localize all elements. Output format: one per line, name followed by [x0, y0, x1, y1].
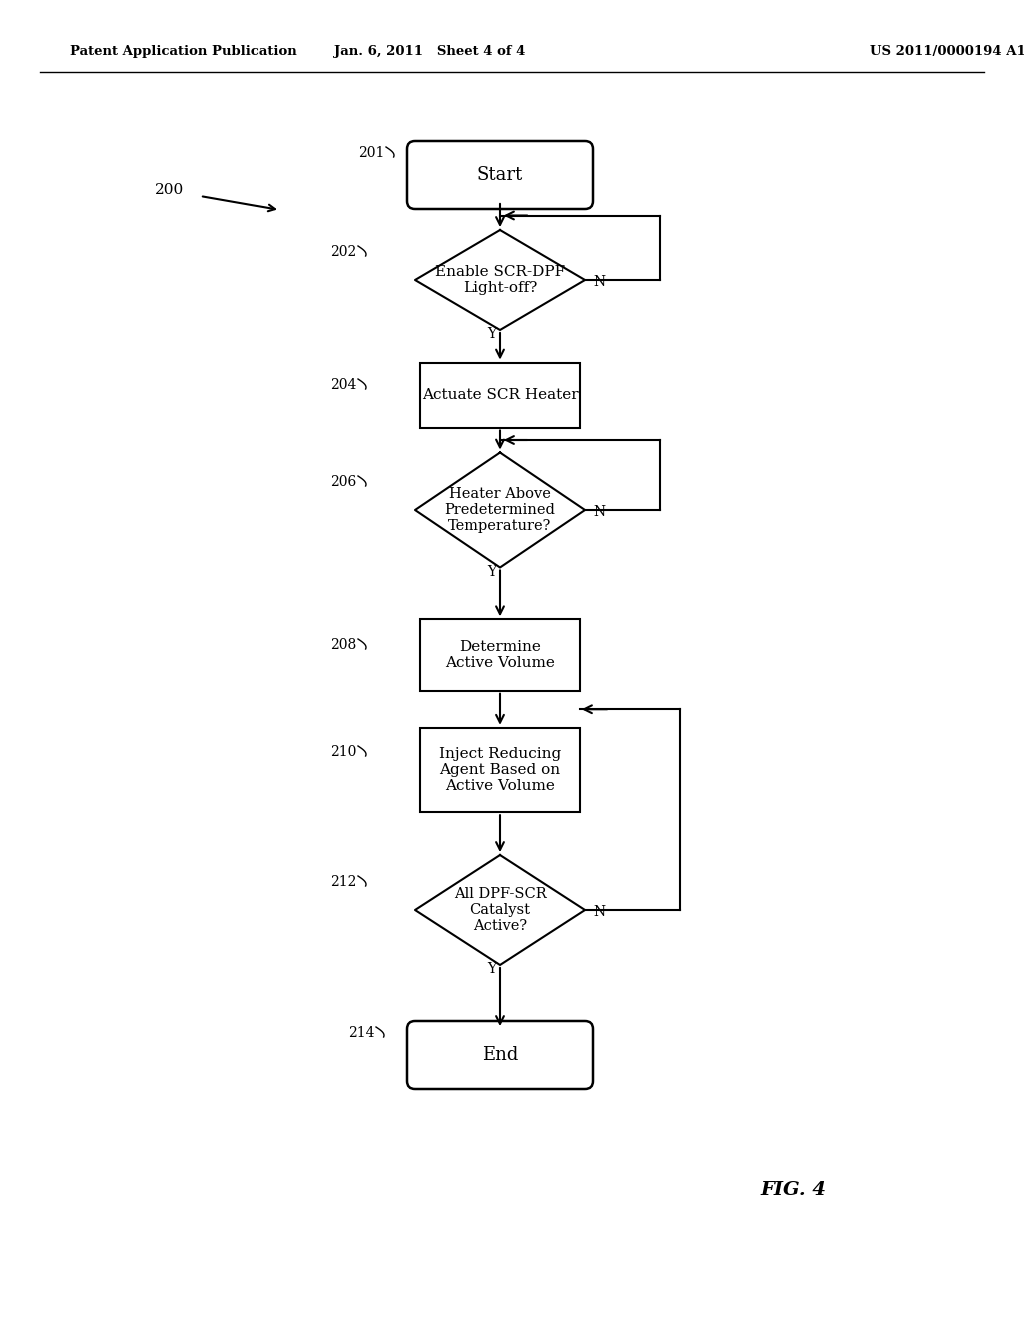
Text: Determine
Active Volume: Determine Active Volume — [445, 640, 555, 671]
Text: 214: 214 — [348, 1026, 375, 1040]
Text: Y: Y — [487, 962, 497, 975]
Text: FIG. 4: FIG. 4 — [760, 1181, 826, 1199]
Text: 208: 208 — [330, 638, 356, 652]
Text: Start: Start — [477, 166, 523, 183]
Text: 204: 204 — [330, 378, 356, 392]
Text: End: End — [482, 1045, 518, 1064]
Text: N: N — [593, 506, 605, 519]
FancyBboxPatch shape — [407, 141, 593, 209]
Text: Actuate SCR Heater: Actuate SCR Heater — [422, 388, 579, 403]
Text: Inject Reducing
Agent Based on
Active Volume: Inject Reducing Agent Based on Active Vo… — [439, 747, 561, 793]
Text: 202: 202 — [330, 246, 356, 259]
Text: 201: 201 — [358, 147, 384, 160]
Text: 206: 206 — [330, 475, 356, 488]
Text: N: N — [593, 906, 605, 919]
Bar — [420, 727, 580, 812]
Text: Y: Y — [487, 565, 497, 578]
Text: N: N — [593, 275, 605, 289]
FancyBboxPatch shape — [407, 1020, 593, 1089]
Text: All DPF-SCR
Catalyst
Active?: All DPF-SCR Catalyst Active? — [454, 887, 547, 933]
Bar — [420, 363, 580, 428]
Text: Patent Application Publication: Patent Application Publication — [70, 45, 297, 58]
Text: Heater Above
Predetermined
Temperature?: Heater Above Predetermined Temperature? — [444, 487, 555, 533]
Text: Y: Y — [487, 327, 497, 341]
Text: 200: 200 — [155, 183, 184, 197]
Text: 212: 212 — [330, 875, 356, 888]
Text: 210: 210 — [330, 744, 356, 759]
Text: US 2011/0000194 A1: US 2011/0000194 A1 — [870, 45, 1024, 58]
Bar — [420, 619, 580, 690]
Text: Jan. 6, 2011   Sheet 4 of 4: Jan. 6, 2011 Sheet 4 of 4 — [334, 45, 525, 58]
Text: Enable SCR-DPF
Light-off?: Enable SCR-DPF Light-off? — [435, 265, 565, 296]
